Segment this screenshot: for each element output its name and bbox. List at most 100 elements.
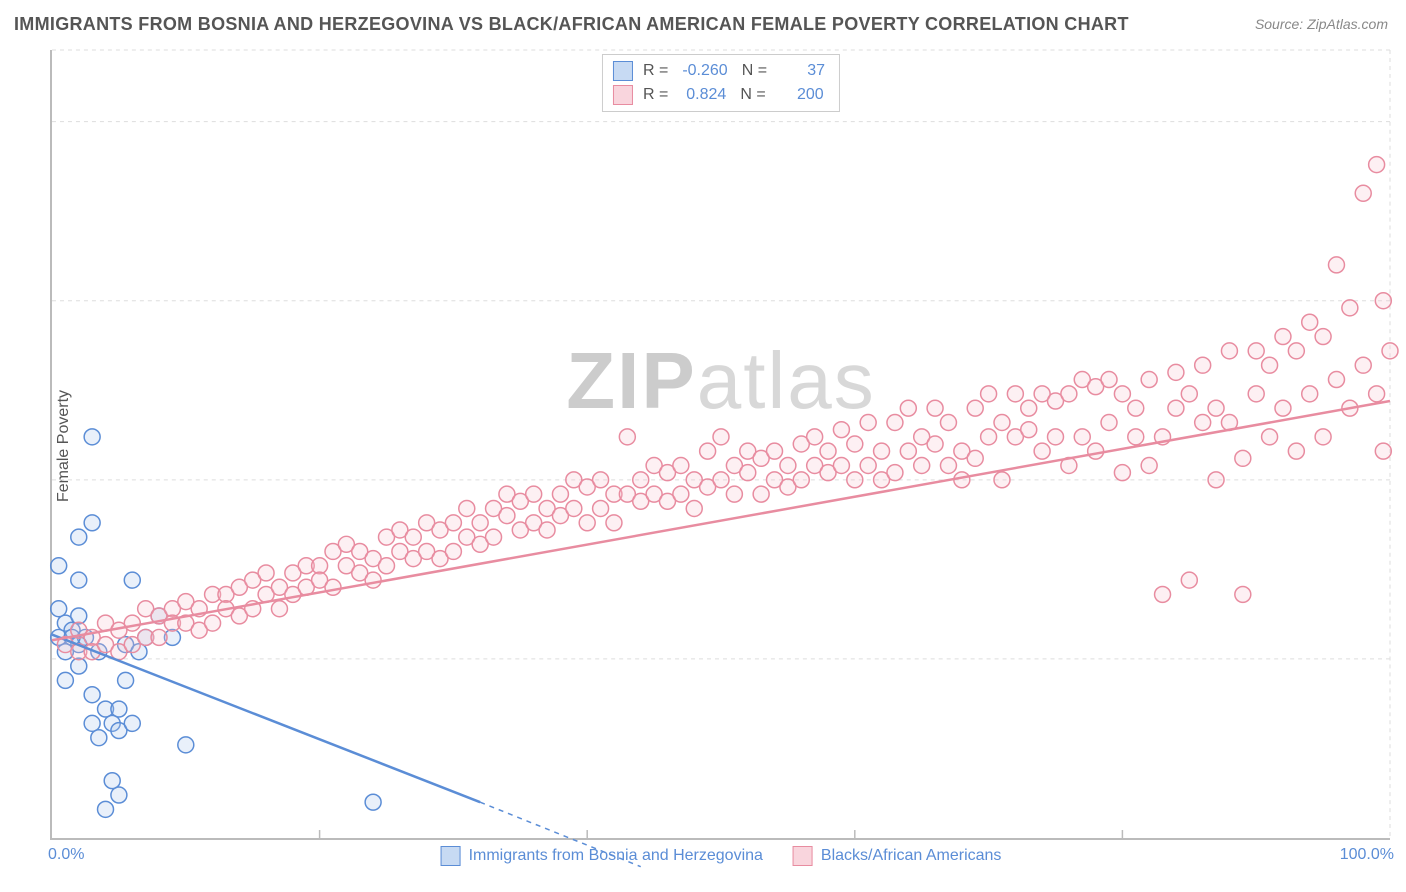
scatter-point [981, 386, 997, 402]
scatter-point [271, 601, 287, 617]
scatter-point [807, 429, 823, 445]
scatter-point [1195, 415, 1211, 431]
chart-title: IMMIGRANTS FROM BOSNIA AND HERZEGOVINA V… [14, 14, 1129, 35]
scatter-point [258, 565, 274, 581]
scatter-point [940, 458, 956, 474]
scatter-point [84, 715, 100, 731]
scatter-point [459, 500, 475, 516]
scatter-point [740, 465, 756, 481]
scatter-point [994, 472, 1010, 488]
source-label: Source: [1255, 16, 1303, 32]
legend-r-value-1: 0.824 [678, 86, 730, 104]
chart-container: IMMIGRANTS FROM BOSNIA AND HERZEGOVINA V… [0, 0, 1406, 892]
scatter-point [151, 629, 167, 645]
scatter-point [847, 472, 863, 488]
y-tick-label: 50.0% [1400, 113, 1406, 131]
scatter-point [780, 458, 796, 474]
legend-swatch-series-0 [613, 61, 633, 81]
scatter-point [405, 529, 421, 545]
scatter-point [1128, 429, 1144, 445]
scatter-point [900, 443, 916, 459]
scatter-point [1355, 185, 1371, 201]
scatter-point [606, 515, 622, 531]
scatter-point [1288, 443, 1304, 459]
scatter-point [566, 500, 582, 516]
scatter-point [1168, 400, 1184, 416]
bottom-legend-item-1: Blacks/African Americans [793, 846, 1002, 866]
legend-r-value-0: -0.260 [678, 62, 731, 80]
scatter-point [633, 472, 649, 488]
scatter-point [51, 601, 67, 617]
scatter-point [833, 422, 849, 438]
bottom-legend-item-0: Immigrants from Bosnia and Herzegovina [441, 846, 763, 866]
scatter-point [84, 515, 100, 531]
scatter-point [365, 572, 381, 588]
scatter-point [713, 429, 729, 445]
scatter-point [552, 486, 568, 502]
scatter-point [1369, 386, 1385, 402]
scatter-point [1328, 372, 1344, 388]
bottom-legend-label-0: Immigrants from Bosnia and Herzegovina [469, 847, 763, 865]
scatter-point [1262, 429, 1278, 445]
scatter-point [874, 443, 890, 459]
source-attribution: Source: ZipAtlas.com [1255, 16, 1388, 32]
scatter-point [1315, 429, 1331, 445]
scatter-point [526, 486, 542, 502]
scatter-point [124, 615, 140, 631]
scatter-point [994, 415, 1010, 431]
scatter-point [71, 658, 87, 674]
scatter-point [84, 687, 100, 703]
scatter-point [793, 472, 809, 488]
scatter-point [1342, 300, 1358, 316]
scatter-point [593, 472, 609, 488]
scatter-point [1195, 357, 1211, 373]
scatter-point [178, 737, 194, 753]
scatter-point [1275, 400, 1291, 416]
source-name: ZipAtlas.com [1307, 16, 1388, 32]
plot-svg [52, 50, 1390, 838]
scatter-point [379, 558, 395, 574]
legend-n-label-0: N = [742, 62, 767, 80]
scatter-point [619, 429, 635, 445]
scatter-point [927, 436, 943, 452]
scatter-point [579, 515, 595, 531]
scatter-point [887, 415, 903, 431]
x-tick-right: 100.0% [1340, 846, 1394, 864]
scatter-point [967, 450, 983, 466]
scatter-point [860, 458, 876, 474]
scatter-point [1248, 343, 1264, 359]
bottom-legend-label-1: Blacks/African Americans [821, 847, 1002, 865]
scatter-point [726, 486, 742, 502]
scatter-point [118, 672, 134, 688]
scatter-point [111, 787, 127, 803]
scatter-point [1235, 450, 1251, 466]
scatter-point [713, 472, 729, 488]
scatter-point [1101, 415, 1117, 431]
scatter-point [325, 579, 341, 595]
scatter-point [71, 572, 87, 588]
bottom-legend-swatch-1 [793, 846, 813, 866]
scatter-point [1382, 343, 1398, 359]
plot-area: ZIPatlas 12.5%25.0%37.5%50.0% 0.0% 100.0… [50, 50, 1390, 840]
scatter-point [940, 415, 956, 431]
scatter-point [860, 415, 876, 431]
y-tick-label: 25.0% [1400, 472, 1406, 490]
scatter-point [1007, 386, 1023, 402]
scatter-point [445, 515, 461, 531]
scatter-point [1221, 343, 1237, 359]
scatter-point [1302, 386, 1318, 402]
scatter-point [981, 429, 997, 445]
scatter-point [593, 500, 609, 516]
scatter-point [1275, 329, 1291, 345]
scatter-point [98, 801, 114, 817]
scatter-point [1048, 429, 1064, 445]
scatter-point [1141, 458, 1157, 474]
scatter-point [1355, 357, 1371, 373]
scatter-point [312, 558, 328, 574]
scatter-point [887, 465, 903, 481]
scatter-point [1155, 586, 1171, 602]
scatter-point [673, 486, 689, 502]
scatter-point [1375, 293, 1391, 309]
scatter-point [124, 715, 140, 731]
scatter-point [499, 508, 515, 524]
